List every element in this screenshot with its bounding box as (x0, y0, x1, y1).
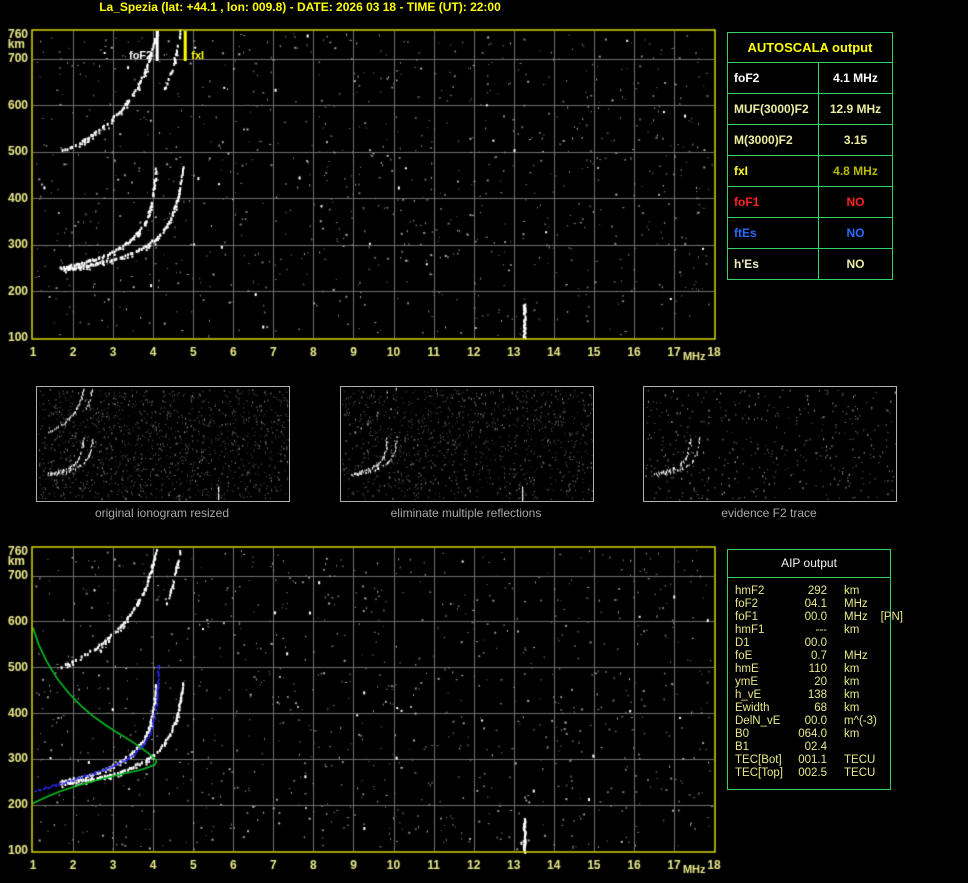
aip-table-header: AIP output (728, 550, 890, 578)
aip-value: 04.1 (804, 598, 827, 610)
aip-name: TEC[Top] (735, 767, 783, 779)
aip-unit: km (844, 585, 860, 597)
aip-name: foF1 (735, 611, 759, 623)
autoscala-row-fxi: fxI 4.8 MHz (728, 156, 892, 187)
aip-output-table: AIP output hmF2 292 km foF2 04.1 MHz foF1 00.0 M… (727, 549, 903, 790)
aip-value: 001.1 (798, 754, 827, 766)
thumbnail-original-ionogram (36, 386, 290, 502)
aip-row-hme: hmE 110 km (735, 663, 890, 676)
aip-name: hmF1 (735, 624, 765, 636)
aip-name: foF2 (735, 598, 759, 610)
bottom-ionogram-canvas (0, 540, 722, 883)
aip-value: 00.0 (804, 715, 827, 727)
aip-value: 68 (814, 702, 827, 714)
parameter-label: ftEs (728, 218, 819, 248)
aip-row-tectop: TEC[Top] 002.5 TECU (735, 767, 890, 780)
autoscala-row-m3000f2: M(3000)F2 3.15 (728, 125, 892, 156)
aip-name: Ewidth (735, 702, 770, 714)
parameter-label: M(3000)F2 (728, 125, 819, 155)
aip-unit: km (844, 728, 860, 740)
aip-row-foe: foE 0.7 MHz (735, 650, 890, 663)
aip-value: 00.0 (804, 637, 827, 649)
aip-row-tecbot: TEC[Bot] 001.1 TECU (735, 754, 890, 767)
aip-unit: MHz (844, 611, 868, 623)
thumbnail-evidence-f2-trace (643, 386, 897, 502)
parameter-label: MUF(3000)F2 (728, 94, 819, 124)
autoscala-output-table: AUTOSCALA output foF2 4.1 MHz MUF(3000)F2 1… (727, 32, 893, 280)
autoscala-row-fof2: foF2 4.1 MHz (728, 63, 892, 94)
parameter-value: NO (846, 195, 865, 209)
thumbnail-caption-evidence: evidence F2 trace (721, 506, 817, 520)
aip-value: 00.0 (804, 611, 827, 623)
aip-unit: m^(-3) (844, 715, 877, 727)
parameter-value: 4.8 MHz (833, 164, 878, 178)
aip-row-delnve: DelN_vE 00.0 m^(-3) (735, 715, 890, 728)
aip-name: foE (735, 650, 753, 662)
aip-unit: MHz (844, 598, 868, 610)
aip-row-yme: ymE 20 km (735, 676, 890, 689)
aip-name: B0 (735, 728, 750, 740)
aip-row-fof2: foF2 04.1 MHz (735, 598, 890, 611)
aip-name: hmE (735, 663, 759, 675)
parameter-value: 12.9 MHz (829, 102, 882, 116)
aip-row-d1: D1 00.0 (735, 637, 890, 650)
page-title: La_Spezia (lat: +44.1 , lon: 009.8) - DA… (99, 0, 501, 14)
aip-name: h_vE (735, 689, 762, 701)
parameter-label: foF1 (728, 187, 819, 217)
autoscala-row-hes: h'Es NO (728, 249, 892, 279)
parameter-value: 3.15 (843, 133, 868, 147)
aip-name: hmF2 (735, 585, 765, 597)
parameter-label: foF2 (728, 63, 819, 93)
aip-unit: km (844, 702, 860, 714)
aip-value: 0.7 (811, 650, 827, 662)
aip-value: 064.0 (798, 728, 827, 740)
aip-row-ewidth: Ewidth 68 km (735, 702, 890, 715)
aip-name: DelN_vE (735, 715, 781, 727)
thumbnail-eliminate-reflections (340, 386, 594, 502)
aip-unit: TECU (844, 767, 876, 779)
parameter-value: 4.1 MHz (833, 71, 878, 85)
aip-name: ymE (735, 676, 758, 688)
aip-value: 02.4 (804, 741, 827, 753)
aip-unit: km (844, 663, 860, 675)
aip-unit: km (844, 624, 860, 636)
aip-row-b0: B0 064.0 km (735, 728, 890, 741)
aip-value: --- (815, 624, 828, 636)
aip-name: B1 (735, 741, 750, 753)
aip-row-hmf2: hmF2 292 km (735, 585, 890, 598)
aip-row-fof1: foF1 00.0 MHz [PN] (735, 611, 903, 624)
autoscala-row-ftes: ftEs NO (728, 218, 892, 249)
thumbnail-caption-original: original ionogram resized (94, 506, 230, 520)
top-ionogram-canvas (0, 25, 722, 365)
aip-unit: km (844, 676, 860, 688)
parameter-label: fxI (728, 156, 819, 186)
parameter-value: NO (846, 226, 865, 240)
aip-unit: km (844, 689, 860, 701)
aip-value: 002.5 (798, 767, 827, 779)
aip-unit: TECU (844, 754, 876, 766)
aip-row-b1: B1 02.4 (735, 741, 890, 754)
aip-value: 20 (814, 676, 827, 688)
autoscala-row-muf3000f2: MUF(3000)F2 12.9 MHz (728, 94, 892, 125)
aip-value: 138 (807, 689, 827, 701)
aip-row-hmf1: hmF1 --- km (735, 624, 890, 637)
aip-name: D1 (735, 637, 750, 649)
thumbnail-caption-eliminate: eliminate multiple reflections (390, 506, 542, 520)
parameter-label: h'Es (728, 249, 819, 279)
aip-extra: [PN] (880, 611, 904, 623)
aip-name: TEC[Bot] (735, 754, 782, 766)
aip-unit: MHz (844, 650, 868, 662)
autoscala-table-header: AUTOSCALA output (728, 33, 892, 63)
parameter-value: NO (846, 257, 865, 271)
autoscala-row-fof1: foF1 NO (728, 187, 892, 218)
aip-row-hve: h_vE 138 km (735, 689, 890, 702)
aip-value: 110 (808, 663, 827, 675)
aip-value: 292 (807, 585, 827, 597)
